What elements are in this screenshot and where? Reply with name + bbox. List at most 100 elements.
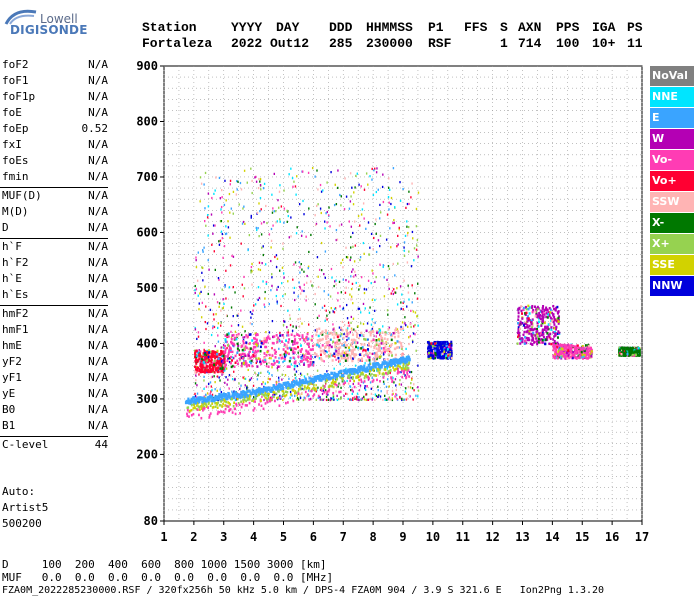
trace-point xyxy=(295,391,298,395)
trace-point xyxy=(246,389,249,393)
echo-cluster-point xyxy=(254,332,257,335)
echo-point xyxy=(214,345,216,348)
echo-cluster-point xyxy=(217,362,220,365)
trace-point xyxy=(276,396,278,400)
echo-cluster-point xyxy=(221,361,224,364)
param-value: N/A xyxy=(88,106,108,119)
echo-cluster-point xyxy=(230,342,233,345)
trace-point xyxy=(235,404,238,407)
param-name: D xyxy=(2,221,9,234)
echo-cluster-point xyxy=(526,338,529,342)
echo-cluster-point xyxy=(536,327,539,331)
trace-point xyxy=(306,385,309,389)
echo-cluster-point xyxy=(571,356,574,360)
echo-point xyxy=(279,354,281,357)
echo-point xyxy=(359,224,361,227)
echo-cluster-point xyxy=(213,359,216,363)
echo-point xyxy=(337,385,339,388)
echo-cluster-point xyxy=(394,353,397,357)
echo-cluster-point xyxy=(626,352,629,356)
trace-point xyxy=(333,382,336,386)
echo-cluster-point xyxy=(344,354,347,358)
echo-point xyxy=(349,398,351,401)
echo-point xyxy=(348,280,350,283)
echo-point xyxy=(340,291,343,294)
trace-point xyxy=(257,390,260,394)
echo-point xyxy=(223,396,225,399)
echo-point xyxy=(366,322,369,325)
echo-cluster-point xyxy=(398,340,401,344)
echo-cluster-point xyxy=(536,342,539,346)
echo-point xyxy=(278,380,280,383)
echo-point xyxy=(264,338,267,341)
echo-point xyxy=(213,375,215,378)
trace-point xyxy=(352,376,355,379)
echo-cluster-point xyxy=(568,348,571,351)
echo-point xyxy=(203,379,205,382)
echo-point xyxy=(278,365,281,368)
echo-cluster-point xyxy=(310,363,313,366)
echo-point xyxy=(371,376,373,379)
trace-point xyxy=(332,378,335,382)
footer-muf-line: MUF 0.0 0.0 0.0 0.0 0.0 0.0 0.0 0.0 [MHz… xyxy=(2,571,334,584)
echo-cluster-point xyxy=(387,328,390,331)
echo-cluster-point xyxy=(307,337,310,341)
echo-cluster-point xyxy=(531,304,534,308)
echo-point xyxy=(300,263,302,266)
echo-cluster-point xyxy=(205,366,208,369)
echo-point xyxy=(375,218,377,221)
echo-cluster-point xyxy=(286,365,289,368)
echo-point xyxy=(297,295,299,298)
trace-point xyxy=(373,374,375,377)
echo-cluster-point xyxy=(241,348,244,352)
echo-cluster-point xyxy=(243,354,246,357)
echo-point xyxy=(316,316,319,319)
echo-cluster-point xyxy=(338,353,341,356)
echo-cluster-point xyxy=(204,356,207,360)
echo-point xyxy=(317,285,320,289)
echo-cluster-point xyxy=(524,312,527,315)
echo-cluster-point xyxy=(537,320,540,324)
header-value-pps: 100 xyxy=(556,36,580,51)
trace-point xyxy=(367,375,369,379)
echo-cluster-point xyxy=(346,354,349,357)
echo-point xyxy=(387,265,390,268)
echo-cluster-point xyxy=(220,369,223,373)
echo-point xyxy=(198,349,200,352)
echo-cluster-point xyxy=(532,328,535,331)
header-label-iga: IGA xyxy=(592,20,616,35)
echo-cluster-point xyxy=(531,338,534,342)
echo-point xyxy=(308,250,310,254)
echo-point xyxy=(225,269,227,272)
echo-point xyxy=(281,282,283,285)
trace-point xyxy=(279,397,281,400)
echo-point xyxy=(198,373,200,376)
trace-point xyxy=(392,361,396,365)
echo-point xyxy=(279,220,281,223)
echo-point xyxy=(281,378,283,381)
trace-point xyxy=(342,382,345,386)
trace-point xyxy=(231,397,234,400)
legend-entry: NNW xyxy=(650,276,694,296)
trace-point xyxy=(228,408,231,412)
trace-point xyxy=(256,394,259,398)
echo-cluster-point xyxy=(324,329,327,332)
echo-cluster-point xyxy=(438,351,441,355)
echo-cluster-point xyxy=(281,333,284,337)
echo-point xyxy=(271,193,273,196)
echo-point xyxy=(195,379,197,382)
echo-point xyxy=(359,256,362,259)
echo-point xyxy=(250,316,252,319)
echo-cluster-point xyxy=(620,351,623,354)
echo-cluster-point xyxy=(268,337,271,340)
echo-point xyxy=(211,327,214,330)
echo-point xyxy=(333,284,335,288)
echo-point xyxy=(388,350,391,353)
trace-point xyxy=(208,414,211,417)
trace-point xyxy=(308,376,311,380)
echo-point xyxy=(250,269,252,272)
echo-cluster-point xyxy=(338,359,341,363)
echo-cluster-point xyxy=(578,350,581,353)
echo-cluster-point xyxy=(286,347,289,350)
echo-cluster-point xyxy=(527,337,530,340)
